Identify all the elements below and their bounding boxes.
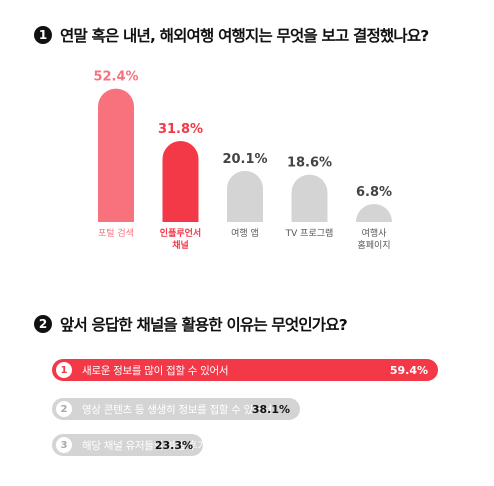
bar (291, 174, 328, 222)
category-label: 여행사 (362, 227, 388, 239)
bar-value-label: 31.8% (158, 122, 203, 137)
question-1-heading: 1 연말 혹은 내년, 해외여행 여행지는 무엇을 보고 결정했나요? (34, 24, 429, 46)
horizontal-bar: 1 새로운 정보를 많이 접할 수 있어서 59.4% (52, 359, 438, 381)
rank-number-badge: 1 (56, 362, 72, 378)
category-label: 홈페이지 (357, 239, 390, 251)
question-number-badge: 2 (34, 315, 52, 333)
question-1-title: 연말 혹은 내년, 해외여행 여행지는 무엇을 보고 결정했나요? (60, 27, 429, 45)
horizontal-bar-value: 59.4% (389, 363, 428, 377)
category-label: 인플루언서 (160, 227, 201, 239)
horizontal-bar-value: 38.1% (251, 402, 290, 416)
horizontal-bar: 3 해당 채널 유저들의 여행 후기가 긍정적이어서 23.3% (52, 434, 275, 456)
bar-value-label: 18.6% (287, 156, 332, 171)
horizontal-bar-label: 새로운 정보를 많이 접할 수 있어서 (82, 364, 229, 377)
horizontal-bar-label: 영상 콘텐츠 등 생생히 정보를 접할 수 있어서 (82, 403, 272, 416)
bar-value-label: 20.1% (222, 152, 267, 167)
category-label: 채널 (172, 239, 189, 251)
question-number-badge: 1 (34, 26, 52, 44)
horizontal-bar-value: 23.3% (154, 438, 193, 452)
rank-number-badge: 3 (56, 437, 72, 453)
horizontal-bar-label: 해당 채널 유저들의 여행 후기가 긍정적이어서 (82, 439, 276, 452)
bar (356, 204, 392, 222)
category-label: TV 프로그램 (285, 227, 334, 239)
bar (227, 170, 263, 222)
category-label: 포털 검색 (98, 227, 134, 239)
bar (162, 141, 199, 222)
horizontal-bar: 2 영상 콘텐츠 등 생생히 정보를 접할 수 있어서 38.1% (52, 398, 300, 420)
bar (98, 88, 134, 222)
question-2-title: 앞서 응답한 채널을 활용한 이유는 무엇인가요? (60, 316, 348, 334)
bar-value-label: 52.4% (93, 70, 138, 85)
category-label: 여행 앱 (231, 227, 259, 239)
question-2-heading: 2 앞서 응답한 채널을 활용한 이유는 무엇인가요? (34, 313, 348, 335)
bar-value-label: 6.8% (356, 185, 392, 200)
rank-number-badge: 2 (56, 401, 72, 417)
